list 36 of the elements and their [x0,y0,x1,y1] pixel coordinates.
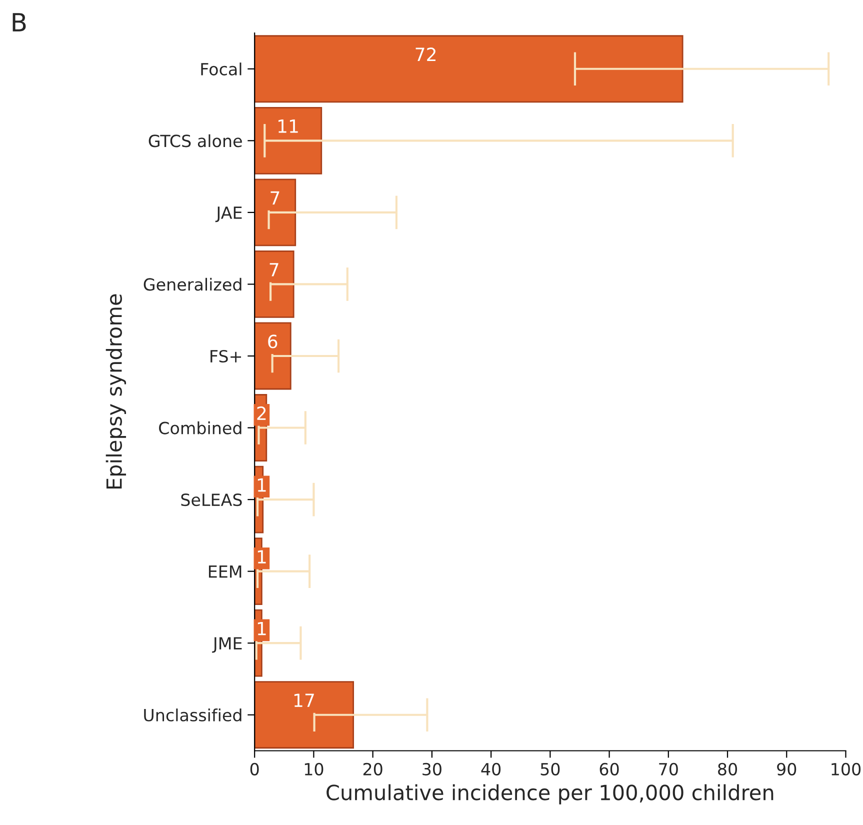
y-tick-label: Generalized [144,278,242,291]
y-tick-label: JAE [215,206,242,222]
y-tick-label: SeLEAS [181,494,242,506]
x-tick-label: 90 [777,762,796,776]
data-label: 7 [270,191,280,204]
text: B [12,13,26,32]
data-label: 11 [278,120,298,133]
x-tick-label: 100 [832,762,861,776]
x-tick-label: 0 [250,762,259,776]
y-tick-label: EEM [208,565,242,578]
x-tick-label: 30 [422,762,442,776]
bar [254,681,354,749]
data-label: 1 [258,622,266,636]
y-tick-label: Focal [201,62,242,76]
x-tick-label: 50 [540,762,560,776]
x-tick-label: 40 [481,762,501,776]
x-tick-label: 80 [718,762,738,776]
data-label: 6 [268,334,278,348]
data-label: 72 [416,48,436,61]
x-tick-label: 60 [600,762,619,776]
y-tick-label: JME [212,637,242,653]
y-tick-label: GTCS alone [148,134,242,148]
y-axis-title: Epilepsy syndrome [106,294,126,489]
y-tick-label: FS+ [210,350,242,363]
y-tick-label: Combined [159,421,242,434]
bar [254,35,684,103]
x-axis-title: Cumulative incidence per 100,000 children [326,784,774,804]
data-label: 1 [258,550,266,564]
y-tick-label: Unclassified [144,708,242,722]
data-label: 2 [257,406,266,420]
data-label: 7 [270,263,278,276]
data-label: 17 [294,694,314,707]
x-tick-label: 20 [363,762,382,776]
x-tick-label: 70 [659,762,678,776]
x-tick-label: 10 [304,762,324,776]
data-label: 1 [258,478,266,492]
